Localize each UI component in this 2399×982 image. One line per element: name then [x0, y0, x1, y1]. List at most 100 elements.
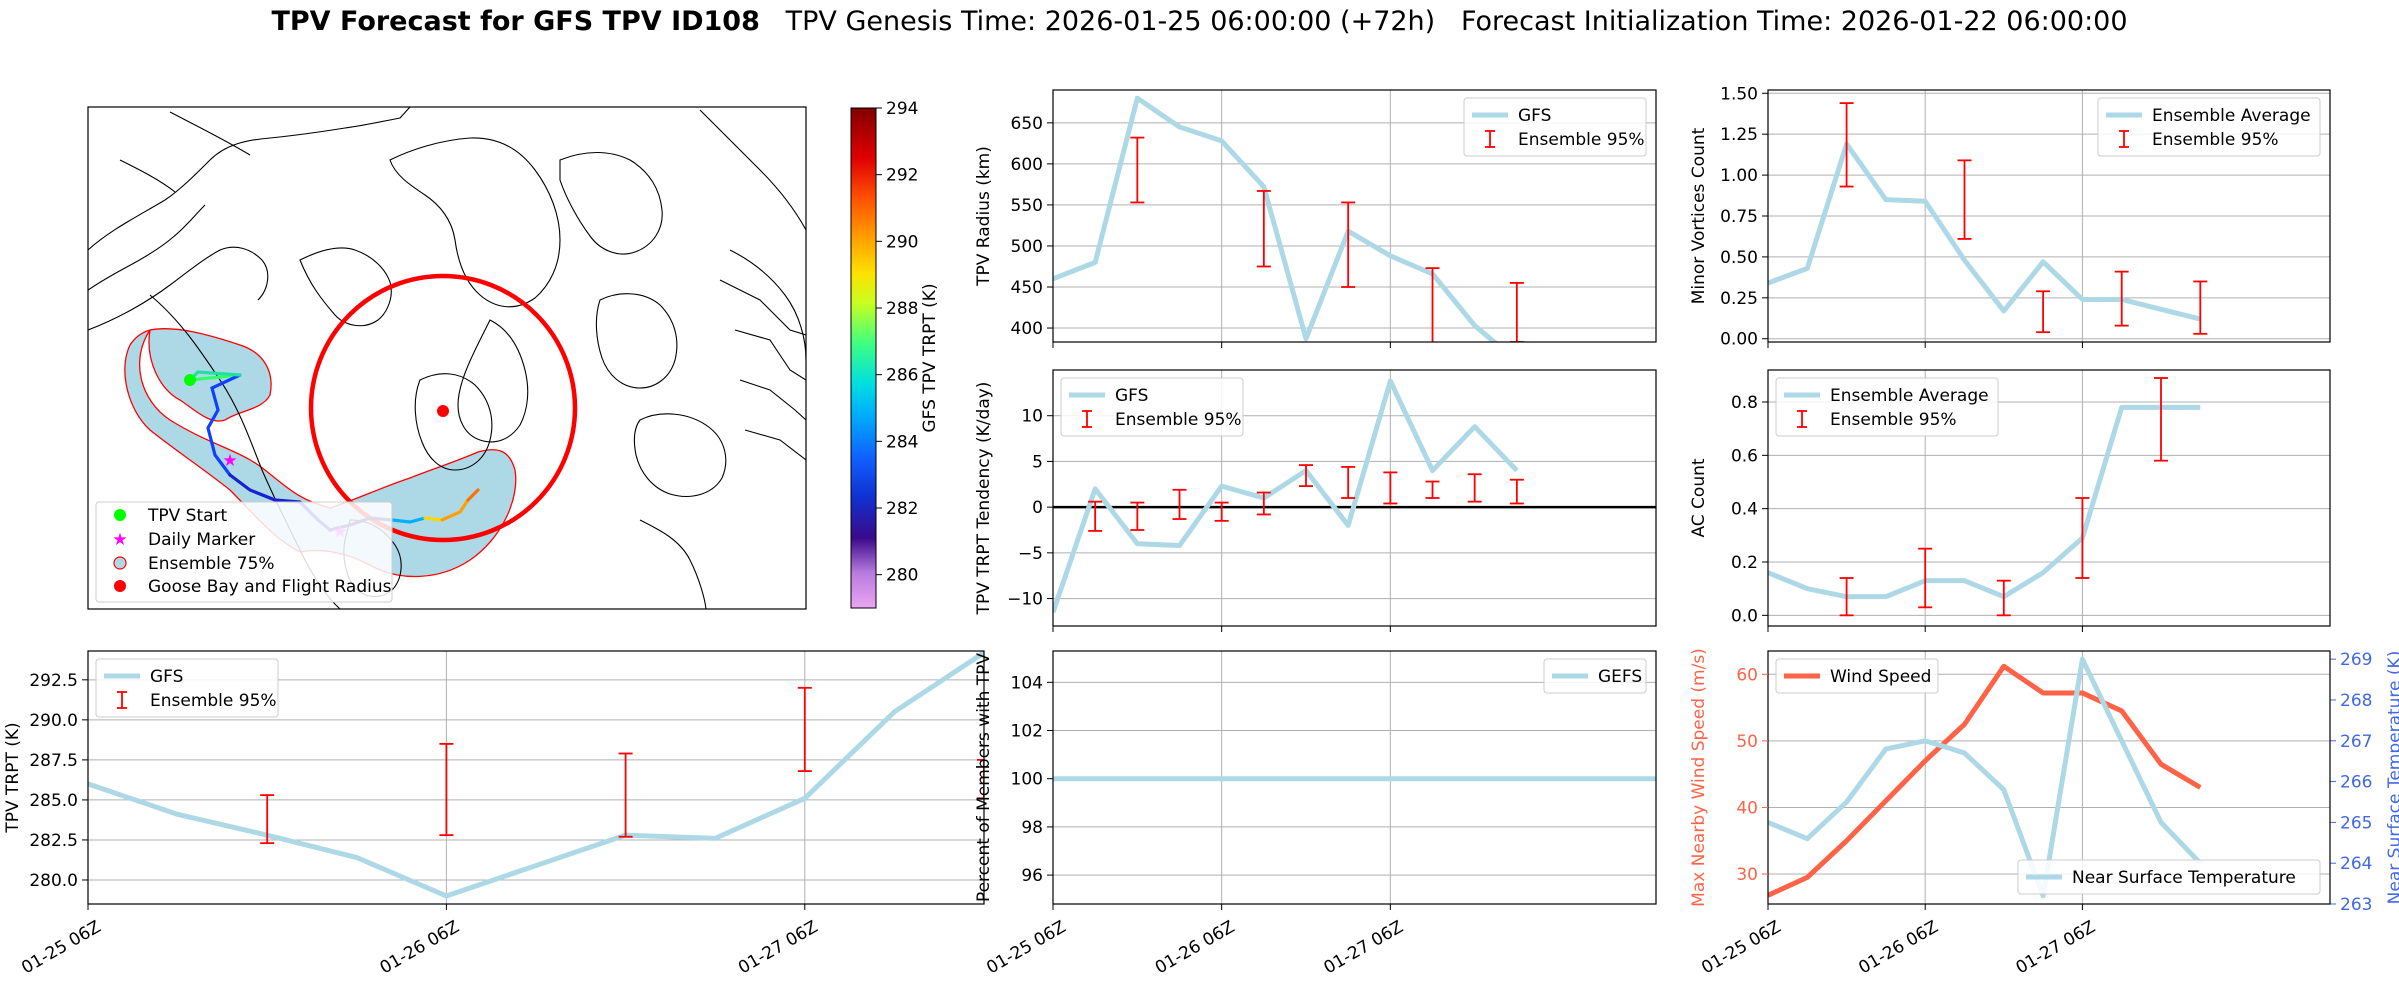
colorbar-tick-label: 288 — [886, 299, 918, 319]
y-tick-label: 290.0 — [29, 711, 78, 731]
secondary-y-tick-label: 267 — [2340, 732, 2372, 752]
axes-frame — [1052, 89, 1657, 343]
colorbar: 280 282 284 286 288 290 292 294 GFS TPV TRPT (K… — [850, 99, 940, 609]
legend-ensemble-label: Ensemble 75% — [148, 554, 275, 574]
y-tick-label: 60 — [1736, 665, 1758, 685]
legend-daily-icon: ★ — [112, 530, 127, 550]
y-tick-label: 0.6 — [1731, 446, 1758, 466]
series-line-ensemble-average — [1768, 141, 2201, 322]
data-layer — [1768, 656, 2203, 899]
legend-label: Ensemble Average — [2152, 106, 2311, 126]
y-tick-label: 600 — [1011, 155, 1043, 175]
secondary-y-tick-label: 266 — [2340, 773, 2372, 793]
legend-label: GFS — [1518, 106, 1551, 126]
legend-label: Ensemble Average — [1830, 386, 1989, 406]
data-layer — [1768, 377, 2201, 617]
secondary-y-tick-label: 269 — [2340, 650, 2372, 670]
series-line-gfs — [88, 651, 984, 899]
y-tick-label: 98 — [1021, 818, 1043, 838]
title-genesis-time: TPV Genesis Time: 2026-01-25 06:00:00 (+… — [785, 6, 1436, 37]
colorbar-tick-label: 284 — [886, 432, 918, 452]
chart-trpt: 280.0 282.5 285.0 287.5 290.0 292.5 TPV TRPT (… — [3, 650, 985, 978]
y-tick-label: 285.0 — [29, 791, 78, 811]
axes-frame — [1052, 369, 1657, 627]
colorbar-tick-label: 292 — [886, 166, 918, 186]
series-line-ensemble-average — [1768, 404, 2201, 600]
x-tick-label: 01-25 06Z — [983, 917, 1069, 978]
y-axis-label: Max Nearby Wind Speed (m/s) — [1689, 648, 1709, 907]
legend-box — [1775, 377, 1999, 437]
data-layer — [1768, 102, 2208, 335]
y-tick-label: 0 — [1032, 498, 1043, 518]
legend-label: Near Surface Temperature — [2072, 868, 2296, 888]
legend: Wind Speed — [1775, 658, 1939, 694]
chart-wind: 263 264 265 266 267 268 269 Near Surface Temper… — [1689, 648, 2399, 978]
legend-label: Ensemble 95% — [150, 691, 277, 711]
map-panel: ★ ★ TPV Start ★ Daily Marker Ensemble 75… — [87, 99, 940, 610]
y-tick-label: 1.50 — [1720, 84, 1758, 104]
legend-label: GFS — [1115, 386, 1148, 406]
legend-ensemble-icon — [113, 556, 127, 570]
y-tick-label: 50 — [1736, 732, 1758, 752]
x-tick-label: 01-26 06Z — [377, 917, 463, 978]
y-tick-label: 100 — [1011, 770, 1043, 790]
legend: Ensemble Average Ensemble 95% — [1775, 377, 1999, 437]
legend: GFS Ensemble 95% — [95, 658, 279, 718]
data-layer — [1053, 95, 1524, 342]
y-tick-label: 450 — [1011, 278, 1043, 298]
legend-box — [1060, 377, 1244, 437]
axes-frame — [1767, 369, 2331, 627]
secondary-y-tick-label: 263 — [2340, 895, 2372, 915]
axes-frame — [1052, 650, 1657, 905]
y-tick-label: 1.25 — [1720, 125, 1758, 145]
x-tick-label: 01-25 06Z — [18, 917, 104, 978]
legend-label: GFS — [150, 667, 183, 687]
y-tick-label: 0.50 — [1720, 248, 1758, 268]
legend: GFS Ensemble 95% — [1060, 377, 1244, 437]
legend-start-label: TPV Start — [147, 506, 228, 526]
legend-box — [2017, 859, 2321, 895]
grid-lines — [1768, 90, 2330, 342]
legend-daily-label: Daily Marker — [148, 530, 255, 550]
y-tick-label: 104 — [1011, 673, 1043, 693]
secondary-axis: 263 264 265 266 267 268 269 Near Surface Temper… — [2330, 650, 2399, 915]
flight-radius-circle — [308, 273, 578, 543]
y-tick-label: 40 — [1736, 798, 1758, 818]
secondary-y-tick-label: 268 — [2340, 691, 2372, 711]
legend-box — [2097, 97, 2321, 157]
chart-minor: 0.00 0.25 0.50 0.75 1.00 1.25 1.50 Minor Vortic… — [1689, 84, 2331, 350]
data-layer — [1053, 378, 1524, 614]
legend-box — [1543, 658, 1647, 694]
y-tick-label: 292.5 — [29, 671, 78, 691]
series-line-near-surface-temperature — [1768, 656, 2203, 899]
data-layer — [88, 651, 984, 899]
colorbar-tick-label: 294 — [886, 99, 918, 119]
y-axis-label: Minor Vortices Count — [1689, 127, 1709, 304]
series-line-gfs — [1053, 95, 1499, 342]
y-tick-label: 0.75 — [1720, 207, 1758, 227]
legend-secondary: Near Surface Temperature — [2017, 859, 2321, 895]
colorbar-ticks: 280 282 284 286 288 290 292 294 — [876, 99, 918, 586]
y-tick-label: 30 — [1736, 865, 1758, 885]
legend-box — [1775, 658, 1939, 694]
y-tick-label: 650 — [1011, 114, 1043, 134]
legend-box — [95, 658, 279, 718]
legend-start-icon — [114, 509, 126, 521]
legend-label: Ensemble 95% — [1115, 410, 1242, 430]
legend-label: Ensemble 95% — [1830, 410, 1957, 430]
colorbar-bar — [850, 107, 877, 609]
y-tick-label: 1.00 — [1720, 166, 1758, 186]
y-tick-label: 0.00 — [1720, 330, 1758, 350]
goose-bay-marker — [437, 405, 449, 417]
chart-percent: 96 98 100 102 104 Percent of Members with TPV… — [974, 650, 1657, 978]
map-legend-box — [95, 501, 393, 603]
legend-label: Ensemble 95% — [1518, 130, 1645, 150]
x-tick-label: 01-26 06Z — [1152, 917, 1238, 978]
y-tick-label: 10 — [1021, 407, 1043, 427]
x-tick-label: 01-27 06Z — [2013, 917, 2099, 978]
colorbar-tick-label: 282 — [886, 499, 918, 519]
y-tick-label: 0.0 — [1731, 606, 1758, 626]
y-tick-label: 280.0 — [29, 871, 78, 891]
y-tick-label: 0.25 — [1720, 289, 1758, 309]
